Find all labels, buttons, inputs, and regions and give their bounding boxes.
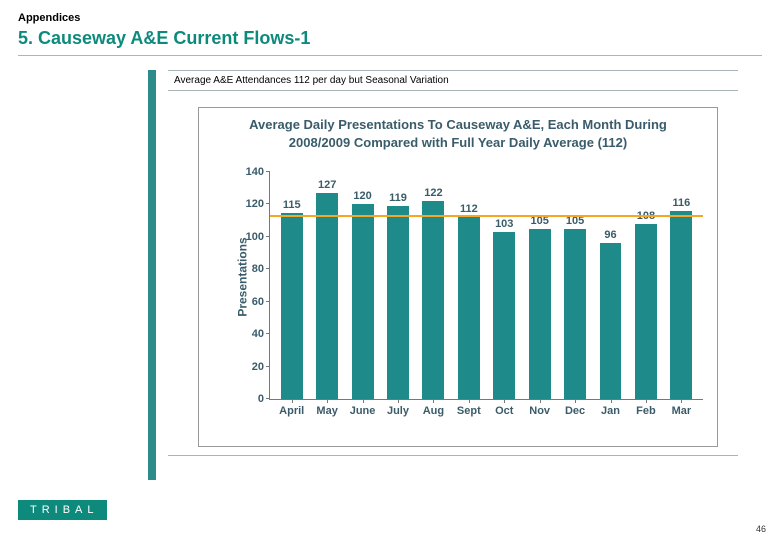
y-tick-label: 120 [246, 198, 270, 210]
bar-rect [352, 204, 374, 399]
x-tick-mark [646, 399, 647, 403]
bar-value-label: 119 [389, 192, 407, 204]
y-tick-label: 80 [252, 263, 270, 275]
y-tick-label: 100 [246, 231, 270, 243]
bar-value-label: 120 [353, 190, 371, 202]
y-tick-mark [266, 203, 270, 204]
y-tick-label: 60 [252, 296, 270, 308]
y-tick-mark [266, 301, 270, 302]
x-tick-mark [504, 399, 505, 403]
bar-value-label: 112 [460, 203, 478, 215]
bar-rect [316, 193, 338, 399]
bar-value-label: 122 [424, 187, 442, 199]
vertical-accent-bar [148, 70, 156, 480]
bar-slot: 96Jan [593, 172, 628, 399]
section-label: Appendices [18, 12, 762, 24]
x-tick-mark [611, 399, 612, 403]
bar-slot: 127May [309, 172, 344, 399]
bar-rect [387, 206, 409, 399]
bar-slot: 105Nov [522, 172, 557, 399]
bar-rect [564, 229, 586, 399]
bar-value-label: 115 [283, 199, 301, 211]
x-tick-mark [433, 399, 434, 403]
tribal-logo: TRIBAL [18, 500, 107, 520]
y-tick-label: 40 [252, 328, 270, 340]
bar-slot: 108Feb [628, 172, 663, 399]
y-tick-label: 0 [258, 393, 270, 405]
bar-rect [600, 243, 622, 399]
bar-rect [670, 211, 692, 399]
y-tick-mark [266, 268, 270, 269]
chart-title: Average Daily Presentations To Causeway … [199, 108, 717, 161]
bar-value-label: 105 [566, 215, 584, 227]
title-row: 5. Causeway A&E Current Flows-1 [18, 28, 762, 56]
bar-rect [281, 213, 303, 399]
subtitle: Average A&E Attendances 112 per day but … [168, 70, 738, 91]
y-tick-mark [266, 398, 270, 399]
y-tick-mark [266, 236, 270, 237]
bar-slot: 119July [380, 172, 415, 399]
bars-group: 115April127May120June119July122Aug112Sep… [270, 172, 703, 399]
bar-rect [422, 201, 444, 399]
bar-value-label: 116 [672, 197, 690, 209]
bar-value-label: 96 [604, 229, 616, 241]
bar-value-label: 105 [530, 215, 548, 227]
bar-value-label: 108 [637, 210, 655, 222]
bar-slot: 115April [274, 172, 309, 399]
divider [168, 455, 738, 456]
bar-slot: 105Dec [557, 172, 592, 399]
bar-slot: 103Oct [487, 172, 522, 399]
bar-slot: 120June [345, 172, 380, 399]
page-title: 5. Causeway A&E Current Flows-1 [18, 28, 762, 49]
y-tick-mark [266, 366, 270, 367]
y-tick-label: 20 [252, 361, 270, 373]
y-axis-label: Presentations [236, 237, 250, 316]
bar-slot: 122Aug [416, 172, 451, 399]
plot-area: 115April127May120June119July122Aug112Sep… [269, 172, 703, 400]
bar-rect [458, 217, 480, 399]
bar-chart: Average Daily Presentations To Causeway … [198, 107, 718, 447]
x-tick-mark [469, 399, 470, 403]
bar-slot: 112Sept [451, 172, 486, 399]
bar-value-label: 103 [495, 218, 513, 230]
bar-value-label: 127 [318, 179, 336, 191]
x-tick-mark [575, 399, 576, 403]
x-tick-mark [681, 399, 682, 403]
y-tick-mark [266, 333, 270, 334]
bar-rect [493, 232, 515, 399]
bar-slot: 116Mar [664, 172, 699, 399]
page-number: 46 [756, 524, 766, 534]
x-tick-mark [540, 399, 541, 403]
y-tick-mark [266, 171, 270, 172]
x-tick-mark [292, 399, 293, 403]
bar-rect [635, 224, 657, 399]
x-tick-mark [327, 399, 328, 403]
bar-rect [529, 229, 551, 399]
x-tick-mark [398, 399, 399, 403]
x-tick-mark [363, 399, 364, 403]
y-tick-label: 140 [246, 166, 270, 178]
